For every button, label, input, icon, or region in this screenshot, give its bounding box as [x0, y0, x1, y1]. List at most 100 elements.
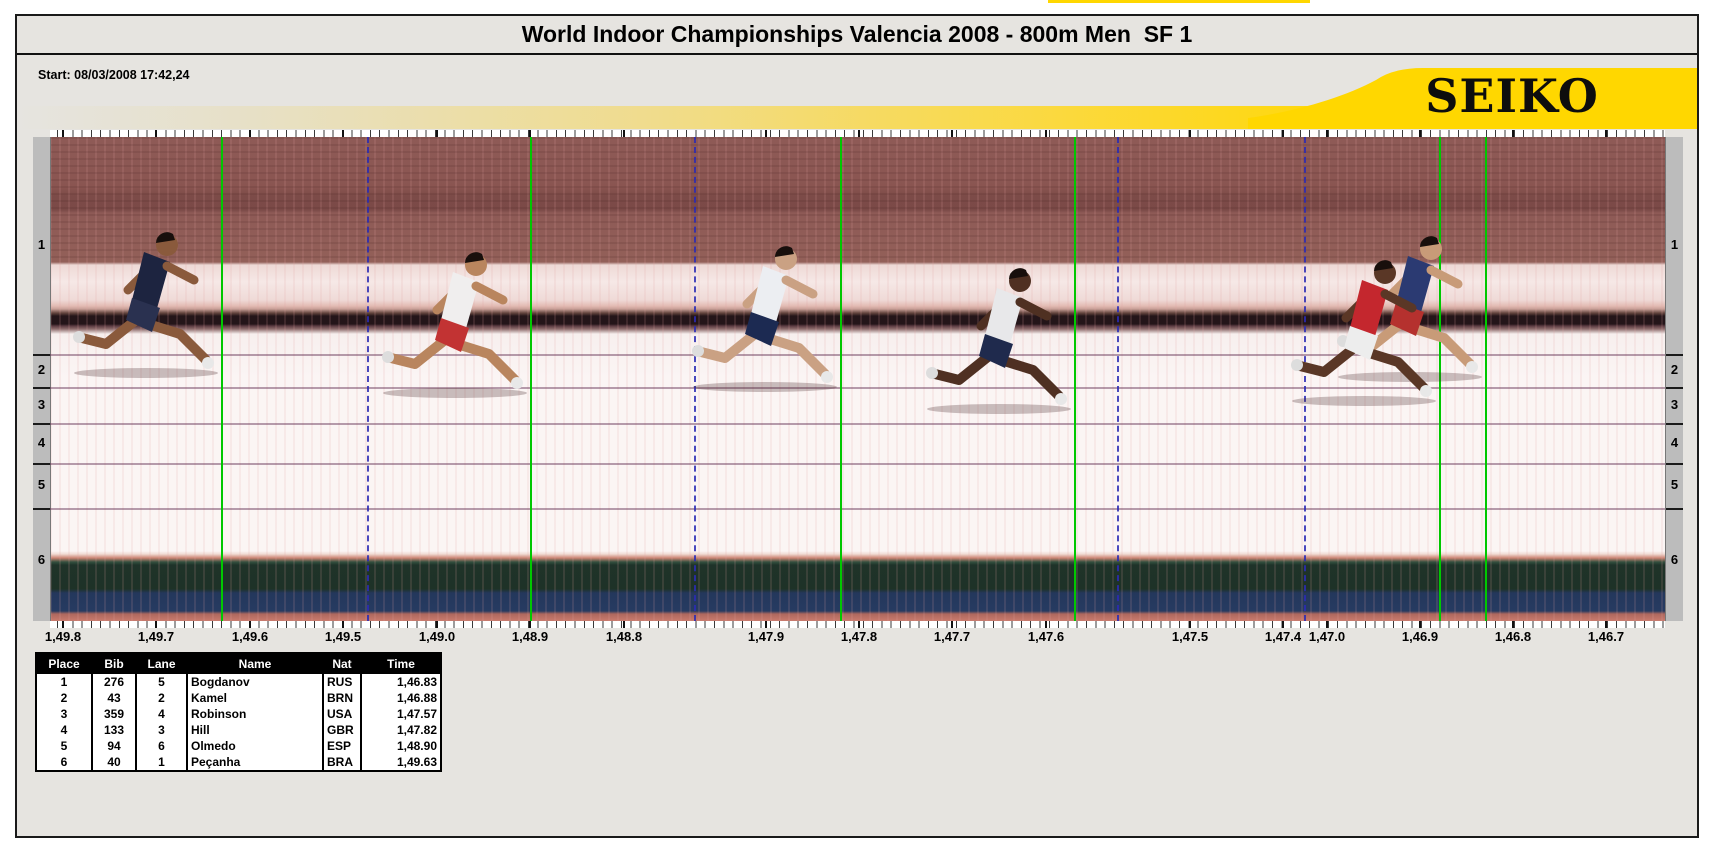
major-tick [1512, 130, 1514, 137]
lane-strip-right: 1 2 3 4 5 6 [1665, 137, 1683, 621]
result-cell-time: 1,46.88 [361, 690, 442, 706]
major-tick [623, 130, 625, 137]
result-cell-bib: 40 [92, 754, 137, 771]
result-cell-bib: 43 [92, 690, 137, 706]
lane-divider [1666, 387, 1683, 389]
seiko-swoosh-shape [1248, 68, 1697, 129]
major-tick [529, 621, 531, 628]
lane-number: 5 [1670, 477, 1679, 492]
axis-tick-label: 1,49.7 [137, 629, 175, 644]
col-header-nat: Nat [323, 653, 362, 674]
result-cell-time: 1,48.90 [361, 738, 442, 754]
result-cell-lane: 2 [136, 690, 188, 706]
axis-tick-label: 1,49.0 [418, 629, 456, 644]
result-cell-time: 1,47.82 [361, 722, 442, 738]
result-cell-name: Bogdanov [187, 674, 324, 690]
major-tick [951, 621, 953, 628]
time-tick-strip-bottom [50, 621, 1665, 628]
axis-tick-label: 1,47.5 [1171, 629, 1209, 644]
major-tick [951, 130, 953, 137]
lane-number: 4 [1670, 435, 1679, 450]
major-tick [765, 130, 767, 137]
axis-tick-label: 1,47.9 [747, 629, 785, 644]
major-tick [249, 130, 251, 137]
title-bar: World Indoor Championships Valencia 2008… [17, 16, 1697, 55]
result-cell-name: Robinson [187, 706, 324, 722]
result-cell-bib: 94 [92, 738, 137, 754]
result-cell-nat: ESP [323, 738, 362, 754]
major-tick [1326, 130, 1328, 137]
result-cell-nat: RUS [323, 674, 362, 690]
lane-divider [1666, 463, 1683, 465]
result-cell-name: Peçanha [187, 754, 324, 771]
result-row: 4 133 3 Hill GBR 1,47.82 [36, 722, 442, 738]
result-cell-nat: USA [323, 706, 362, 722]
col-header-lane: Lane [136, 653, 188, 674]
col-header-name: Name [187, 653, 324, 674]
major-tick [249, 621, 251, 628]
top-yellow-sliver [1048, 0, 1310, 3]
major-tick [529, 130, 531, 137]
axis-tick-label: 1,48.9 [511, 629, 549, 644]
results-header-row: Place Bib Lane Name Nat Time [36, 653, 442, 674]
result-cell-lane: 4 [136, 706, 188, 722]
result-cell-lane: 5 [136, 674, 188, 690]
major-tick [1282, 621, 1284, 628]
major-tick [1189, 621, 1191, 628]
axis-tick-label: 1,47.7 [933, 629, 971, 644]
lane-number: 3 [37, 397, 46, 412]
major-tick [1512, 621, 1514, 628]
result-cell-place: 5 [36, 738, 93, 754]
race-title: World Indoor Championships Valencia 2008… [521, 21, 1193, 47]
axis-tick-label: 1,47.0 [1308, 629, 1346, 644]
seiko-logo: SEIKO [1425, 69, 1599, 123]
major-tick [342, 621, 344, 628]
axis-tick-label: 1,49.6 [231, 629, 269, 644]
lane-number: 4 [37, 435, 46, 450]
result-cell-time: 1,47.57 [361, 706, 442, 722]
result-cell-place: 1 [36, 674, 93, 690]
col-header-bib: Bib [92, 653, 137, 674]
photo-texture-overlay [50, 137, 1665, 262]
axis-tick-label: 1,46.9 [1401, 629, 1439, 644]
lane-number: 6 [37, 552, 46, 567]
lane-divider [33, 463, 50, 465]
time-tick-strip-top [50, 130, 1665, 137]
result-cell-bib: 359 [92, 706, 137, 722]
major-tick [1419, 621, 1421, 628]
result-row: 1 276 5 Bogdanov RUS 1,46.83 [36, 674, 442, 690]
result-cell-place: 6 [36, 754, 93, 771]
axis-tick-label: 1,47.4 [1264, 629, 1302, 644]
axis-tick-label: 1,47.6 [1027, 629, 1065, 644]
result-row: 6 40 1 Peçanha BRA 1,49.63 [36, 754, 442, 771]
lane-divider [33, 508, 50, 510]
result-cell-bib: 133 [92, 722, 137, 738]
major-tick [436, 621, 438, 628]
axis-tick-label: 1,46.8 [1494, 629, 1532, 644]
axis-tick-label: 1,48.8 [605, 629, 643, 644]
col-header-time: Time [361, 653, 442, 674]
result-cell-nat: BRA [323, 754, 362, 771]
result-cell-nat: BRN [323, 690, 362, 706]
result-cell-bib: 276 [92, 674, 137, 690]
major-tick [1189, 130, 1191, 137]
lane-number: 2 [37, 362, 46, 377]
result-row: 3 359 4 Robinson USA 1,47.57 [36, 706, 442, 722]
result-cell-name: Olmedo [187, 738, 324, 754]
major-tick [623, 621, 625, 628]
result-cell-name: Hill [187, 722, 324, 738]
lane-divider [1666, 354, 1683, 356]
lane-number: 5 [37, 477, 46, 492]
lane-number: 6 [1670, 552, 1679, 567]
lane-divider [33, 423, 50, 425]
result-row: 2 43 2 Kamel BRN 1,46.88 [36, 690, 442, 706]
lane-number: 1 [1670, 237, 1679, 252]
major-tick [436, 130, 438, 137]
axis-tick-label: 1,47.8 [840, 629, 878, 644]
lane-number: 1 [37, 237, 46, 252]
axis-tick-label: 1,49.8 [44, 629, 82, 644]
major-tick [155, 621, 157, 628]
col-header-place: Place [36, 653, 93, 674]
major-tick [342, 130, 344, 137]
axis-tick-label: 1,49.5 [324, 629, 362, 644]
